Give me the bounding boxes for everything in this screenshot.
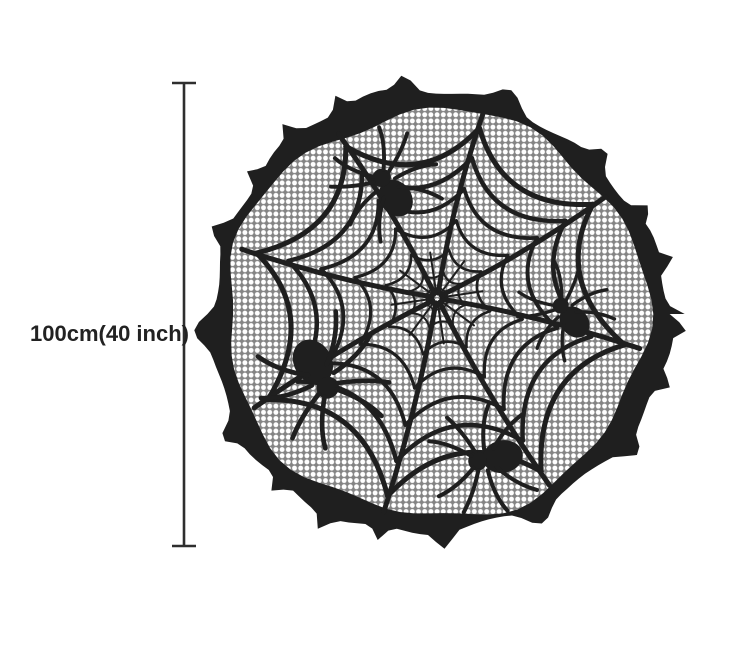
web-spoke — [239, 246, 435, 300]
web-arc — [538, 342, 627, 474]
spider-icon — [427, 401, 539, 515]
web-arc — [326, 361, 408, 427]
web-arc — [343, 125, 482, 168]
web-arc — [286, 170, 365, 264]
web-arc — [403, 395, 506, 427]
web-hub-ray — [399, 269, 435, 297]
web-arc — [469, 155, 568, 224]
web-spoke — [381, 300, 439, 515]
web-hub-ray — [390, 297, 434, 306]
spider-head — [372, 168, 391, 187]
web-arc — [454, 219, 510, 258]
web-hub-ray — [408, 300, 436, 336]
dimension-indicator — [172, 81, 196, 548]
web-arc — [319, 198, 381, 271]
web-arc — [358, 342, 417, 390]
spider-legs — [427, 401, 539, 515]
web-spoke — [438, 194, 609, 298]
web-spoke — [437, 299, 553, 488]
web-hub-ray — [439, 299, 475, 327]
spider-icon — [255, 309, 392, 451]
dimension-label: 100cm(40 inch) — [30, 321, 189, 346]
spider-head — [552, 297, 569, 314]
web-arc — [253, 250, 294, 403]
spider-icon — [329, 125, 444, 244]
web-arc — [476, 125, 596, 207]
spider-icon — [516, 260, 617, 363]
spider-legs — [255, 309, 392, 451]
web-hub-ray — [438, 260, 466, 296]
web-arc — [353, 227, 398, 280]
spider-legs — [516, 260, 617, 363]
web-spoke — [435, 111, 486, 296]
web-arc — [462, 187, 539, 240]
spider-legs — [329, 125, 444, 244]
tablecloth — [194, 75, 686, 549]
web-spoke — [439, 296, 643, 351]
web-hub-ray — [429, 251, 438, 295]
spider-head — [316, 376, 339, 399]
web-hub-ray — [436, 301, 445, 345]
web-arc — [265, 397, 391, 499]
web-arc — [520, 334, 594, 443]
web-arc — [575, 201, 627, 348]
web-arc — [319, 267, 346, 366]
spider-abdomen — [559, 306, 590, 338]
web-hub-ray — [440, 290, 484, 299]
web-arc — [482, 317, 524, 379]
web-spoke — [251, 298, 436, 411]
